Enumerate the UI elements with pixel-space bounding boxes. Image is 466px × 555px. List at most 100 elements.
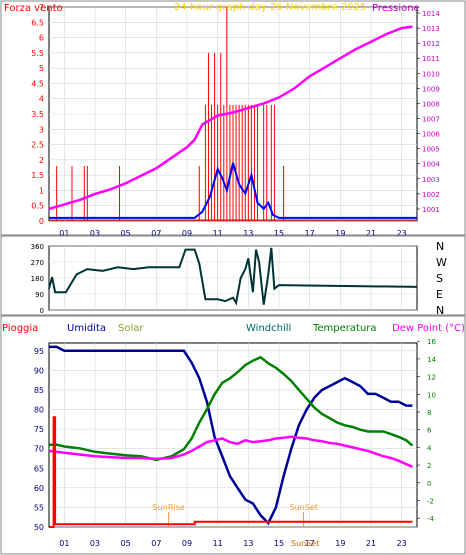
panel1-right-tick-label: 1009: [422, 85, 440, 93]
panel1-left-tick-label: 5.5: [31, 49, 44, 58]
panel3-left-tick-label: 80: [34, 406, 44, 415]
panel1-hour-label: 17: [305, 229, 315, 238]
panel1-right-tick-label: 1008: [422, 100, 440, 108]
panel1-right-tick-label: 1002: [422, 191, 440, 199]
panel1-hour-label: 07: [151, 229, 161, 238]
panel3-right-tick-label: 14: [427, 356, 436, 364]
panel3-left-tick-label: 60: [34, 484, 44, 493]
panel2-series: [48, 247, 418, 306]
panel1-right-tick-label: 1012: [422, 40, 440, 48]
panel2-left-tick-label: 90: [35, 291, 44, 299]
panel1-left-label: Forza vento: [4, 3, 63, 14]
panel1-hour-label: 15: [274, 229, 284, 238]
panel3-right-tick-label: 2: [427, 462, 431, 470]
panel3-legend: Pioggia Umidita Solar Windchill Temperatura D…: [2, 323, 465, 334]
compass-letter: W: [436, 256, 447, 269]
panel3-right-tick-label: 16: [427, 338, 436, 346]
panel3-right-axis: 16 14 12 10 8 6 4 2 0 -2 -4: [417, 338, 436, 523]
panel3-left-tick-label: 55: [34, 503, 44, 512]
panel3-hour-label: 05: [121, 539, 131, 548]
compass-letter: N: [436, 304, 444, 317]
panel1-right-tick-label: 1001: [422, 206, 440, 214]
panel1-left-tick-label: 5: [39, 64, 44, 73]
panel1-right-tick-label: 1006: [422, 131, 440, 139]
panel3-left-tick-label: 50: [34, 523, 44, 532]
panel3-hour-label: 03: [90, 539, 100, 548]
panel3-left-axis: 95 90 85 80 75 70 65 60 55 50: [34, 347, 44, 532]
panel3-left-tick-label: 95: [34, 347, 44, 356]
series-line-pioggia: [49, 416, 413, 528]
panel1-left-tick-label: 1: [39, 186, 44, 195]
panel3-hour-label: 09: [182, 539, 192, 548]
panel3-hour-label: 23: [397, 539, 407, 548]
panel1-hour-label: 05: [121, 229, 131, 238]
panel3-left-tick-label: 70: [34, 445, 44, 454]
panel3-right-tick-label: 8: [427, 409, 431, 417]
series-line-pressione: [48, 25, 413, 211]
panel3-series: [48, 345, 414, 528]
panel1-right-tick-label: 1013: [422, 25, 440, 33]
panel1-hour-label: 19: [335, 229, 345, 238]
legend-item: Windchill: [246, 323, 291, 334]
panel1-left-tick-label: 7: [39, 3, 44, 12]
panel1-hour-label: 09: [182, 229, 192, 238]
panel1-left-axis: 7 6.5 6 5.5 5 4.5 4 3.5 3 2.5 2 1.5 1 0.5 0: [31, 3, 44, 226]
panel2-left-tick-label: 0: [40, 307, 44, 315]
panel3-right-tick-label: -2: [427, 497, 434, 505]
legend-item: Umidita: [67, 323, 106, 334]
panel1-left-tick-label: 6.5: [31, 18, 44, 27]
panel1-right-tick-label: 1011: [422, 55, 440, 63]
series-line-forza-vento: [49, 162, 417, 219]
panel1-left-tick-label: 4: [39, 95, 44, 104]
panel2-left-tick-label: 180: [31, 275, 44, 283]
panel1-title: 24 hour graph day 26 Novembre 2025: [174, 2, 366, 13]
panel3-hour-label: 19: [335, 539, 345, 548]
panel1-hour-label: 21: [366, 229, 376, 238]
panel1-left-tick-label: 4.5: [31, 79, 44, 88]
panel3-right-tick-label: 0: [427, 480, 431, 488]
panel3-left-tick-label: 90: [34, 366, 44, 375]
panel3-hour-axis: 01 03 05 07 09 11 13 15 17 19 21 23: [59, 539, 407, 548]
panel1-right-axis: 1014 1013 1012 1011 1010 1009 1008 1007 1006 1005…: [417, 10, 440, 214]
sunset-label: SunSet: [290, 503, 318, 512]
panel1-left-tick-label: 1.5: [31, 171, 44, 180]
panel3-left-tick-label: 75: [34, 425, 44, 434]
legend-item: Pioggia: [2, 323, 38, 334]
panel3-right-tick-label: 10: [427, 391, 436, 399]
panel3-hour-label: 13: [243, 539, 253, 548]
panel1-left-tick-label: 3.5: [31, 110, 44, 119]
panel3-hour-label: 21: [366, 539, 376, 548]
panel1-hour-label: 11: [213, 229, 223, 238]
panel3-right-tick-label: 4: [427, 444, 432, 452]
panel3-hour-label: 07: [151, 539, 161, 548]
panel1-left-tick-label: 2: [39, 156, 44, 165]
panel3-hour-label: 15: [274, 539, 284, 548]
panel1-left-tick-label: 3: [39, 125, 44, 134]
panel3-right-tick-label: 6: [427, 427, 432, 435]
panel3-left-tick-label: 85: [34, 386, 44, 395]
compass-letter: E: [436, 288, 443, 301]
panel1-right-label: Pressione: [372, 3, 420, 14]
series-line-umidita: [49, 345, 413, 526]
panel1-left-tick-label: 0: [39, 217, 44, 226]
panel1-series: [48, 25, 417, 219]
panel1-right-tick-label: 1005: [422, 146, 440, 154]
series-line-wind-direction: [48, 247, 418, 306]
panel2-grid: [49, 245, 417, 311]
panel3-plot-area: [48, 342, 418, 528]
panel1-right-tick-label: 1004: [422, 161, 440, 169]
panel1-left-tick-label: 0.5: [31, 202, 44, 211]
sunset-axis-label: SunSet: [291, 539, 319, 548]
panel2-left-tick-label: 270: [31, 259, 44, 267]
panel1-grid: [49, 6, 417, 222]
sunrise-label: SunRise: [153, 503, 185, 512]
compass-letter: N: [436, 240, 444, 253]
panel3-hour-label: 17: [305, 539, 315, 548]
panel1-right-tick-label: 1010: [422, 70, 440, 78]
legend-item: Solar: [118, 323, 144, 334]
panel1-right-tick-label: 1007: [422, 116, 440, 124]
series-line-dew-point-c-: [48, 435, 413, 468]
